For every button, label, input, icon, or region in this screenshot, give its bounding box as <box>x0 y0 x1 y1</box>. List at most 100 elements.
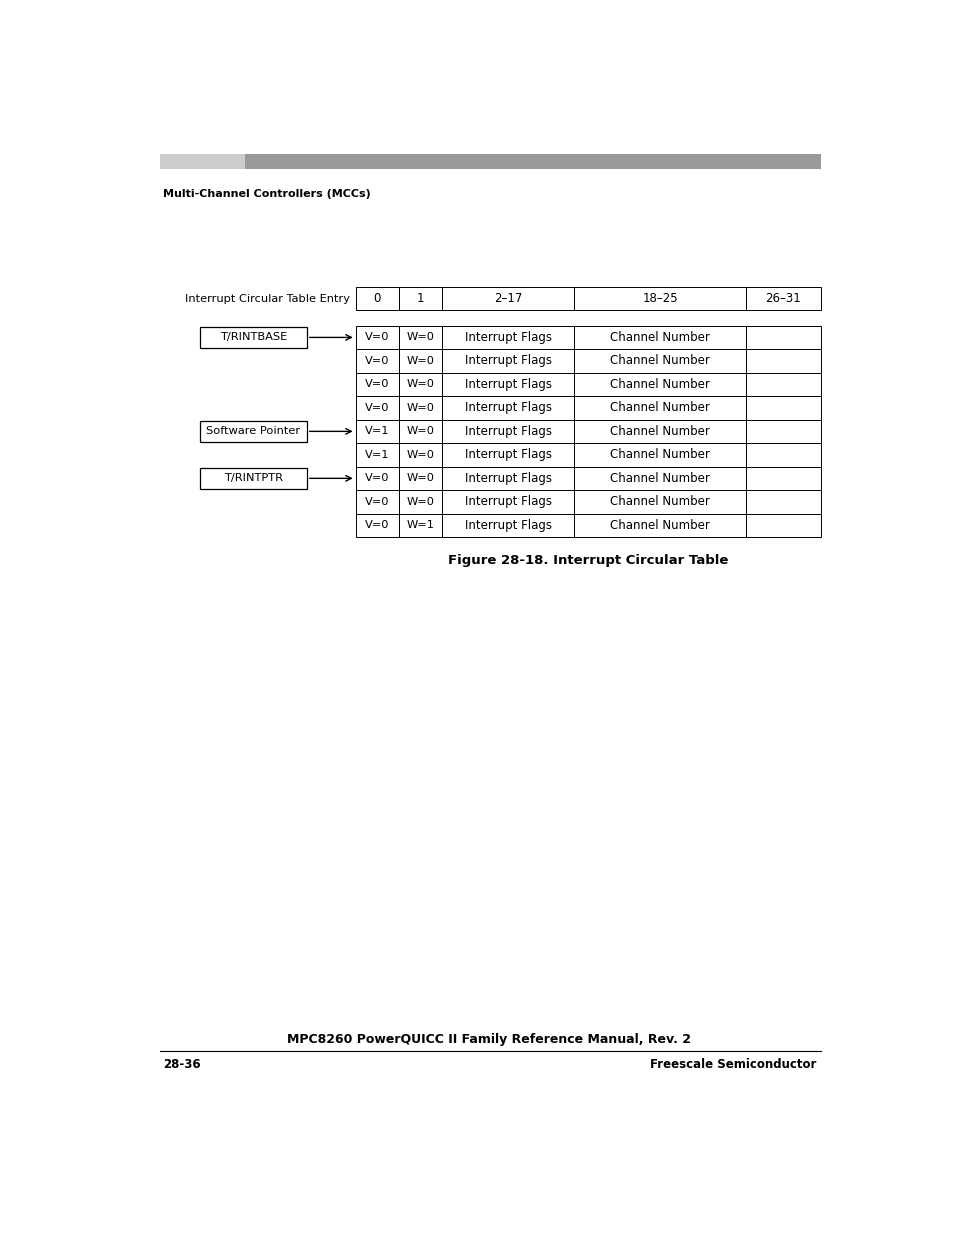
Bar <box>745 420 820 443</box>
Bar <box>398 490 441 514</box>
Bar <box>745 373 820 396</box>
Text: Freescale Semiconductor: Freescale Semiconductor <box>650 1057 816 1071</box>
Bar <box>441 396 574 420</box>
Bar <box>574 514 745 537</box>
Text: W=0: W=0 <box>406 450 434 459</box>
Bar <box>745 350 820 373</box>
Bar <box>441 287 574 310</box>
Text: V=0: V=0 <box>365 520 389 530</box>
Bar <box>355 467 398 490</box>
Bar <box>398 350 441 373</box>
Bar <box>398 420 441 443</box>
Text: Interrupt Flags: Interrupt Flags <box>464 472 551 485</box>
Bar <box>745 490 820 514</box>
Bar <box>441 490 574 514</box>
Text: V=0: V=0 <box>365 403 389 412</box>
Text: T/RINTBASE: T/RINTBASE <box>219 332 287 342</box>
Text: Interrupt Flags: Interrupt Flags <box>464 495 551 509</box>
Text: W=0: W=0 <box>406 496 434 506</box>
Text: W=0: W=0 <box>406 403 434 412</box>
Bar <box>574 287 745 310</box>
Text: Interrupt Flags: Interrupt Flags <box>464 378 551 391</box>
Bar <box>199 327 307 348</box>
Text: Channel Number: Channel Number <box>610 401 709 415</box>
Text: W=0: W=0 <box>406 379 434 389</box>
Text: V=0: V=0 <box>365 496 389 506</box>
Text: Channel Number: Channel Number <box>610 495 709 509</box>
Bar <box>199 421 307 442</box>
Bar <box>355 514 398 537</box>
Bar <box>398 443 441 467</box>
Bar <box>574 373 745 396</box>
Text: V=1: V=1 <box>365 450 389 459</box>
Bar <box>745 287 820 310</box>
Text: Channel Number: Channel Number <box>610 378 709 391</box>
Bar <box>441 420 574 443</box>
Bar <box>574 350 745 373</box>
Bar <box>398 467 441 490</box>
Text: V=0: V=0 <box>365 379 389 389</box>
Bar <box>745 396 820 420</box>
Bar <box>199 468 307 489</box>
Text: Interrupt Flags: Interrupt Flags <box>464 448 551 462</box>
Bar <box>159 154 245 169</box>
Text: 2–17: 2–17 <box>494 291 521 305</box>
Bar <box>441 350 574 373</box>
Bar <box>441 373 574 396</box>
Bar <box>574 443 745 467</box>
Text: MPC8260 PowerQUICC II Family Reference Manual, Rev. 2: MPC8260 PowerQUICC II Family Reference M… <box>287 1032 690 1046</box>
Text: W=0: W=0 <box>406 356 434 366</box>
Bar <box>355 420 398 443</box>
Bar <box>355 396 398 420</box>
Text: W=0: W=0 <box>406 473 434 483</box>
Text: Channel Number: Channel Number <box>610 425 709 438</box>
Bar <box>355 373 398 396</box>
Text: W=1: W=1 <box>406 520 434 530</box>
Text: Interrupt Flags: Interrupt Flags <box>464 519 551 532</box>
Bar <box>441 326 574 350</box>
Text: Interrupt Flags: Interrupt Flags <box>464 354 551 367</box>
Text: 26–31: 26–31 <box>764 291 801 305</box>
Bar <box>398 287 441 310</box>
Bar <box>745 467 820 490</box>
Text: W=0: W=0 <box>406 332 434 342</box>
Text: Interrupt Flags: Interrupt Flags <box>464 425 551 438</box>
Text: Multi-Channel Controllers (MCCs): Multi-Channel Controllers (MCCs) <box>163 189 371 199</box>
Bar <box>355 490 398 514</box>
Bar <box>745 326 820 350</box>
Text: Software Pointer: Software Pointer <box>206 426 300 436</box>
Text: Interrupt Flags: Interrupt Flags <box>464 331 551 343</box>
Bar <box>574 396 745 420</box>
Bar <box>398 514 441 537</box>
Bar <box>745 443 820 467</box>
Text: Channel Number: Channel Number <box>610 519 709 532</box>
Bar <box>574 326 745 350</box>
Text: Interrupt Circular Table Entry: Interrupt Circular Table Entry <box>185 294 350 304</box>
Text: Channel Number: Channel Number <box>610 331 709 343</box>
Bar <box>355 443 398 467</box>
Bar <box>745 514 820 537</box>
Bar <box>441 443 574 467</box>
Text: 18–25: 18–25 <box>641 291 678 305</box>
Text: 28-36: 28-36 <box>163 1057 201 1071</box>
Text: Channel Number: Channel Number <box>610 448 709 462</box>
Text: 1: 1 <box>416 291 424 305</box>
Text: Channel Number: Channel Number <box>610 354 709 367</box>
Bar <box>355 326 398 350</box>
Text: Figure 28-18. Interrupt Circular Table: Figure 28-18. Interrupt Circular Table <box>448 555 727 567</box>
Text: V=1: V=1 <box>365 426 389 436</box>
Bar <box>355 287 398 310</box>
Bar <box>574 420 745 443</box>
Text: W=0: W=0 <box>406 426 434 436</box>
Text: Channel Number: Channel Number <box>610 472 709 485</box>
Bar <box>441 514 574 537</box>
Bar <box>398 373 441 396</box>
Text: Interrupt Flags: Interrupt Flags <box>464 401 551 415</box>
Text: V=0: V=0 <box>365 356 389 366</box>
Bar <box>574 467 745 490</box>
Bar <box>355 350 398 373</box>
Text: 0: 0 <box>374 291 380 305</box>
Text: V=0: V=0 <box>365 332 389 342</box>
Bar <box>441 467 574 490</box>
Bar <box>245 154 820 169</box>
